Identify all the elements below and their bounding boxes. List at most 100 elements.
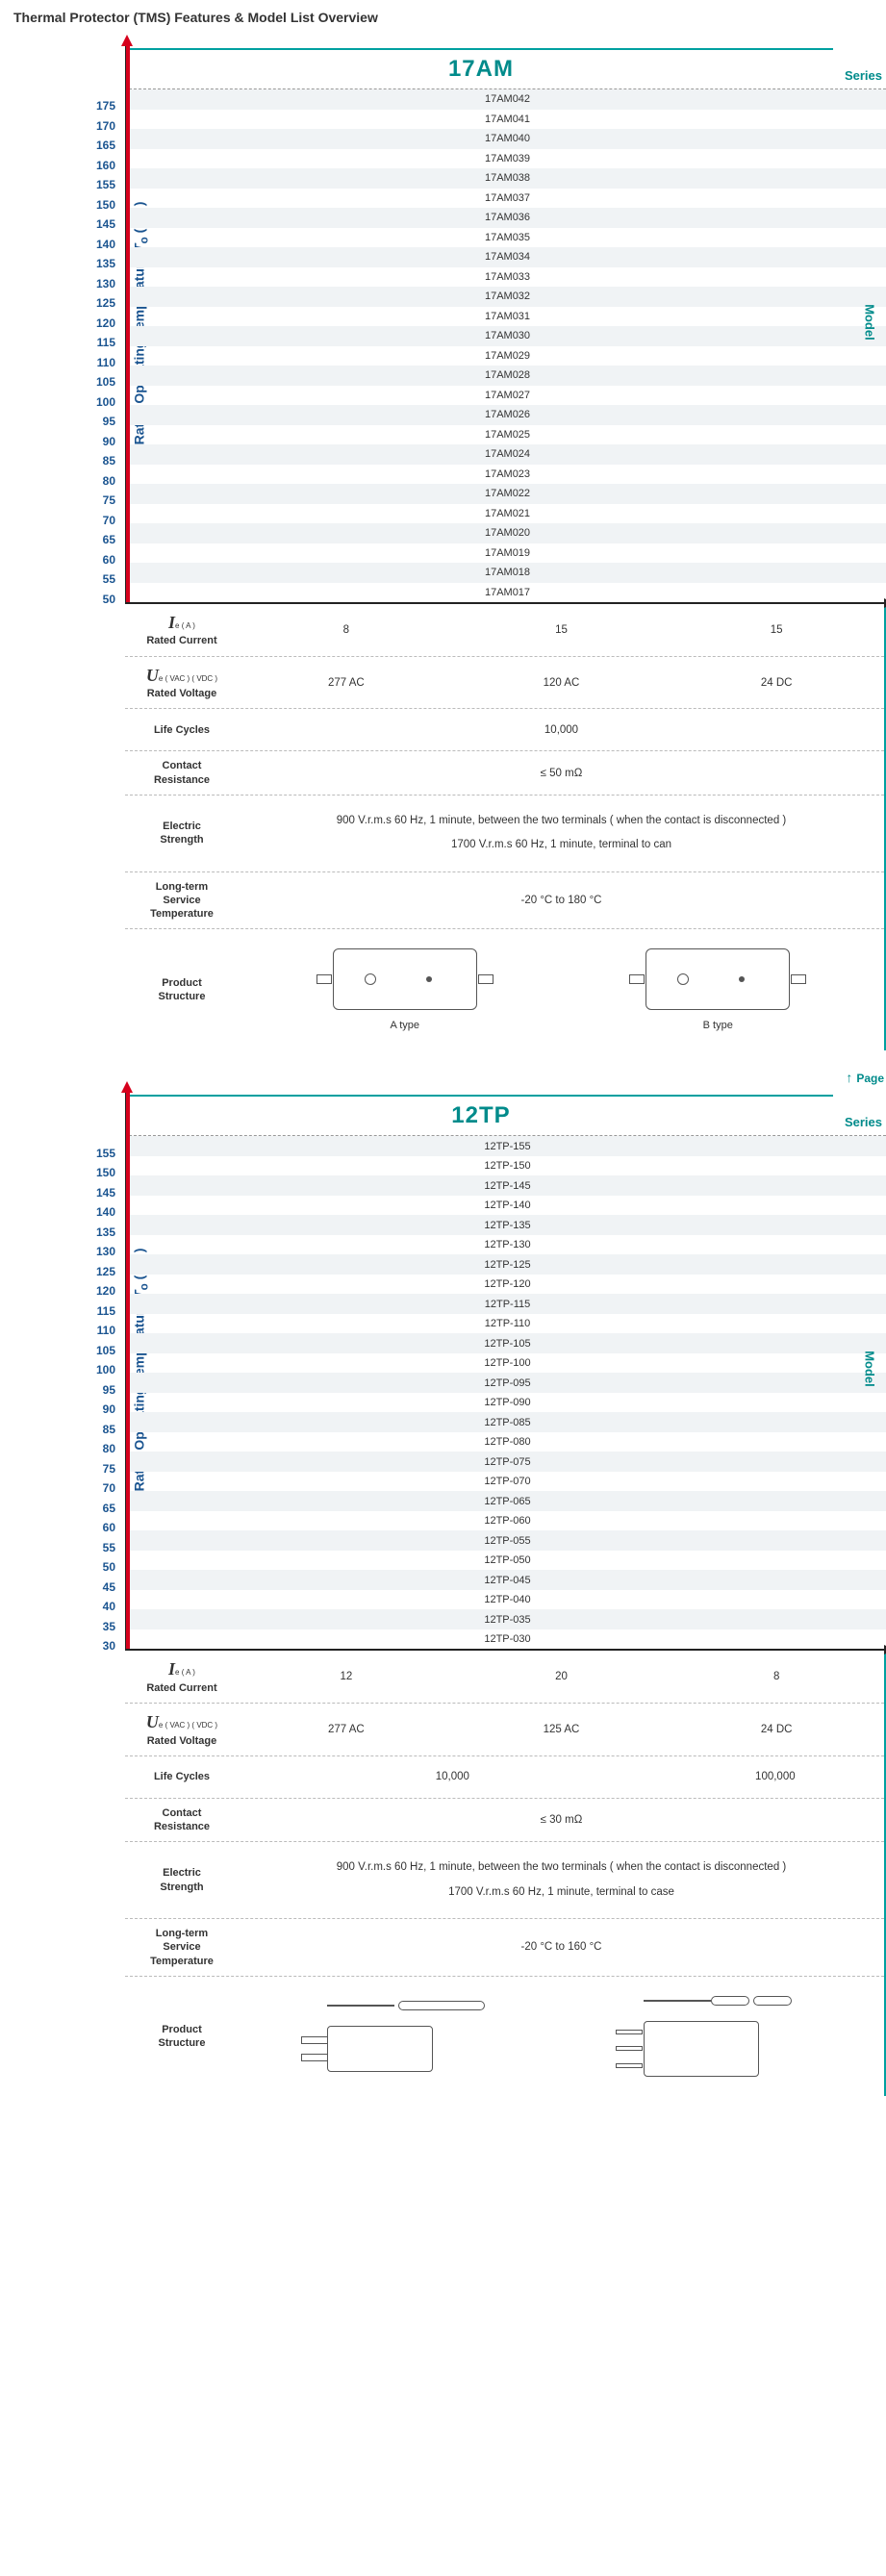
model-value[interactable]: 17AM039 (129, 153, 886, 164)
model-value[interactable]: 12TP-095 (129, 1377, 886, 1389)
table-row: 125 12TP-125 (129, 1254, 886, 1275)
product-structure-label: ProductStructure (125, 969, 239, 1012)
model-value[interactable]: 17AM041 (129, 114, 886, 125)
model-value[interactable]: 12TP-150 (129, 1160, 886, 1172)
model-value[interactable]: 17AM042 (129, 93, 886, 105)
temp-value: 135 (96, 1225, 115, 1239)
table-row: 170 17AM041 (129, 110, 886, 130)
model-value[interactable]: 17AM035 (129, 232, 886, 243)
model-value[interactable]: 17AM025 (129, 429, 886, 441)
temp-value: 30 (103, 1639, 115, 1653)
temp-value: 60 (103, 1521, 115, 1534)
series-title[interactable]: 17AM (129, 48, 833, 85)
rated-voltage-label: Ue ( VAC ) ( VDC )Rated Voltage (125, 1704, 239, 1755)
device-diagram (327, 2001, 485, 2072)
table-row: 160 17AM039 (129, 149, 886, 169)
model-value[interactable]: 17AM032 (129, 290, 886, 302)
model-value[interactable]: 12TP-155 (129, 1141, 886, 1152)
model-value[interactable]: 17AM019 (129, 547, 886, 559)
table-row: 100 12TP-100 (129, 1353, 886, 1374)
model-value[interactable]: 12TP-060 (129, 1515, 886, 1527)
temp-value: 130 (96, 277, 115, 290)
spec-table: Ie ( A )Rated Current 12208 Ue ( VAC ) (… (125, 1651, 886, 2095)
device-diagram (644, 1996, 796, 2077)
model-value[interactable]: 17AM036 (129, 212, 886, 223)
rated-voltage-label: Ue ( VAC ) ( VDC )Rated Voltage (125, 657, 239, 709)
arrow-up-icon: ↑ (846, 1070, 852, 1085)
model-value[interactable]: 12TP-035 (129, 1614, 886, 1626)
model-value[interactable]: 17AM037 (129, 192, 886, 204)
table-row: 165 17AM040 (129, 129, 886, 149)
model-value[interactable]: 12TP-135 (129, 1220, 886, 1231)
model-value[interactable]: 12TP-055 (129, 1535, 886, 1547)
table-row: 120 17AM031 (129, 307, 886, 327)
temp-value: 135 (96, 257, 115, 270)
table-row: 155 17AM038 (129, 168, 886, 189)
temp-value: 100 (96, 1363, 115, 1376)
model-value[interactable]: 17AM030 (129, 330, 886, 341)
model-value[interactable]: 12TP-115 (129, 1299, 886, 1310)
model-value[interactable]: 12TP-100 (129, 1357, 886, 1369)
device-diagram (646, 948, 790, 1010)
temp-value: 75 (103, 493, 115, 507)
table-row: 105 17AM028 (129, 366, 886, 386)
model-value[interactable]: 17AM024 (129, 448, 886, 460)
table-row: 105 12TP-105 (129, 1333, 886, 1353)
model-value[interactable]: 17AM022 (129, 488, 886, 499)
model-value[interactable]: 12TP-065 (129, 1496, 886, 1507)
temp-value: 115 (97, 1304, 115, 1318)
model-value[interactable]: 12TP-140 (129, 1200, 886, 1211)
model-value[interactable]: 17AM021 (129, 508, 886, 519)
model-value[interactable]: 12TP-070 (129, 1476, 886, 1487)
table-row: 145 12TP-145 (129, 1175, 886, 1196)
model-value[interactable]: 17AM033 (129, 271, 886, 283)
model-value[interactable]: 17AM027 (129, 390, 886, 401)
device-diagram (333, 948, 477, 1010)
model-value[interactable]: 12TP-030 (129, 1633, 886, 1645)
model-value[interactable]: 12TP-090 (129, 1397, 886, 1408)
model-value[interactable]: 12TP-110 (129, 1318, 886, 1329)
model-value[interactable]: 12TP-045 (129, 1575, 886, 1586)
table-row: 95 12TP-095 (129, 1373, 886, 1393)
model-value[interactable]: 12TP-145 (129, 1180, 886, 1192)
table-row: 100 17AM027 (129, 386, 886, 406)
model-value[interactable]: 12TP-080 (129, 1436, 886, 1448)
model-value[interactable]: 17AM026 (129, 409, 886, 420)
product-structure-area: A type B type (239, 929, 884, 1050)
model-value[interactable]: 17AM028 (129, 369, 886, 381)
rated-current-label: Ie ( A )Rated Current (125, 604, 239, 656)
model-value[interactable]: 12TP-125 (129, 1259, 886, 1271)
model-value[interactable]: 17AM018 (129, 567, 886, 578)
table-row: 85 12TP-085 (129, 1412, 886, 1432)
model-value[interactable]: 17AM034 (129, 251, 886, 263)
model-value[interactable]: 12TP-075 (129, 1456, 886, 1468)
model-value[interactable]: 17AM023 (129, 468, 886, 480)
table-row: 65 17AM020 (129, 523, 886, 543)
page-top-link[interactable]: ↑Page (846, 1070, 884, 1085)
temp-value: 65 (103, 1502, 115, 1515)
table-row: 135 12TP-135 (129, 1215, 886, 1235)
model-value[interactable]: 12TP-130 (129, 1239, 886, 1250)
table-row: 110 12TP-110 (129, 1314, 886, 1334)
temp-value: 85 (103, 454, 115, 467)
model-value[interactable]: 17AM040 (129, 133, 886, 144)
model-value[interactable]: 17AM017 (129, 587, 886, 598)
temp-value: 50 (103, 593, 115, 606)
table-row: 175 17AM042 (129, 89, 886, 110)
model-value[interactable]: 12TP-120 (129, 1278, 886, 1290)
model-value[interactable]: 12TP-105 (129, 1338, 886, 1350)
rated-voltage-value: 120 AC (454, 669, 670, 696)
life-cycles-value: 100,000 (667, 1763, 884, 1790)
model-value[interactable]: 12TP-040 (129, 1594, 886, 1605)
rated-voltage-value: 24 DC (669, 1716, 884, 1743)
model-value[interactable]: 12TP-050 (129, 1554, 886, 1566)
model-value[interactable]: 17AM020 (129, 527, 886, 539)
series-title[interactable]: 12TP (129, 1095, 833, 1131)
table-row: 55 12TP-055 (129, 1530, 886, 1551)
temp-value: 70 (103, 1481, 115, 1495)
rated-current-value: 20 (454, 1663, 670, 1690)
model-value[interactable]: 17AM038 (129, 172, 886, 184)
model-value[interactable]: 12TP-085 (129, 1417, 886, 1428)
model-value[interactable]: 17AM031 (129, 311, 886, 322)
model-value[interactable]: 17AM029 (129, 350, 886, 362)
